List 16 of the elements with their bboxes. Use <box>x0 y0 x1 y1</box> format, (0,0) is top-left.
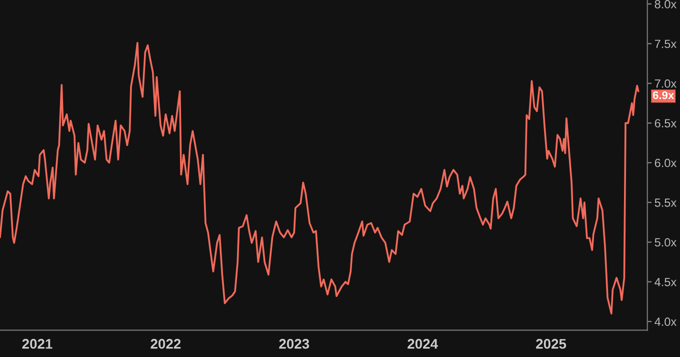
x-tick-label: 2024 <box>408 338 438 349</box>
x-tick-label: 2021 <box>22 338 52 349</box>
line-series <box>0 42 640 314</box>
y-tick-label: 5.5x <box>654 198 676 207</box>
y-tick-label: 7.0x <box>654 79 676 88</box>
y-tick-label: 5.0x <box>654 238 676 247</box>
x-tick-label: 2023 <box>279 338 310 349</box>
y-tick-label: 6.0x <box>654 158 676 168</box>
y-tick-label: 6.5x <box>654 119 676 128</box>
text: 6.9x <box>652 91 674 100</box>
y-tick-label: 8.0x <box>654 0 676 8</box>
x-tick-label: 2025 <box>536 338 566 349</box>
y-tick-label: 4.0x <box>654 318 676 326</box>
y-tick-label: 7.5x <box>654 40 676 48</box>
y-tick-label: 4.5x <box>654 278 676 286</box>
x-tick-label: 2022 <box>150 338 181 349</box>
